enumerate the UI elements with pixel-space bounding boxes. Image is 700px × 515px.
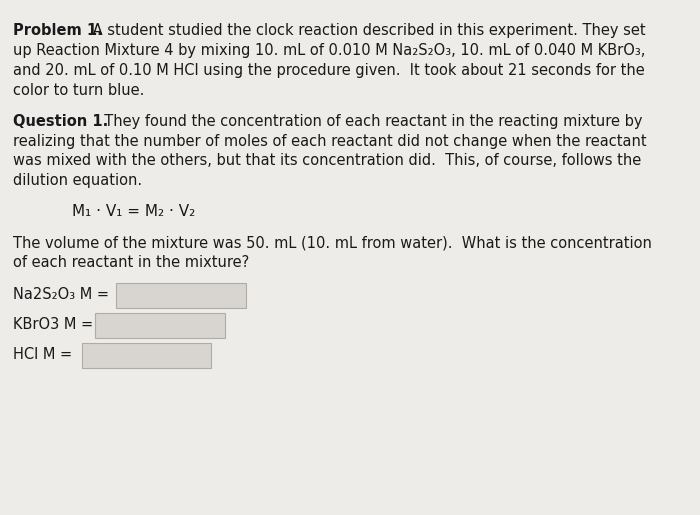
Text: realizing that the number of moles of each reactant did not change when the reac: realizing that the number of moles of ea… bbox=[13, 133, 646, 149]
Text: HCl M =: HCl M = bbox=[13, 347, 71, 362]
Text: A student studied the clock reaction described in this experiment. They set: A student studied the clock reaction des… bbox=[88, 23, 646, 38]
Text: KBrO3 M =: KBrO3 M = bbox=[13, 317, 92, 332]
Text: up Reaction Mixture 4 by mixing 10. mL of 0.010 M Na₂S₂O₃, 10. mL of 0.040 M KBr: up Reaction Mixture 4 by mixing 10. mL o… bbox=[13, 43, 645, 58]
Text: of each reactant in the mixture?: of each reactant in the mixture? bbox=[13, 255, 249, 270]
Text: and 20. mL of 0.10 M HCl using the procedure given.  It took about 21 seconds fo: and 20. mL of 0.10 M HCl using the proce… bbox=[13, 63, 644, 78]
Text: Problem 1.: Problem 1. bbox=[13, 23, 102, 38]
FancyBboxPatch shape bbox=[116, 283, 246, 307]
Text: The volume of the mixture was 50. mL (10. mL from water).  What is the concentra: The volume of the mixture was 50. mL (10… bbox=[13, 235, 652, 251]
FancyBboxPatch shape bbox=[82, 343, 211, 368]
Text: Question 1.: Question 1. bbox=[13, 114, 108, 129]
Text: was mixed with the others, but that its concentration did.  This, of course, fol: was mixed with the others, but that its … bbox=[13, 153, 641, 168]
Text: color to turn blue.: color to turn blue. bbox=[13, 82, 144, 98]
Text: They found the concentration of each reactant in the reacting mixture by: They found the concentration of each rea… bbox=[95, 114, 643, 129]
Text: M₁ · V₁ = M₂ · V₂: M₁ · V₁ = M₂ · V₂ bbox=[72, 204, 195, 219]
Text: dilution equation.: dilution equation. bbox=[13, 173, 141, 188]
Text: Na2S₂O₃ M =: Na2S₂O₃ M = bbox=[13, 287, 108, 302]
FancyBboxPatch shape bbox=[95, 313, 225, 337]
